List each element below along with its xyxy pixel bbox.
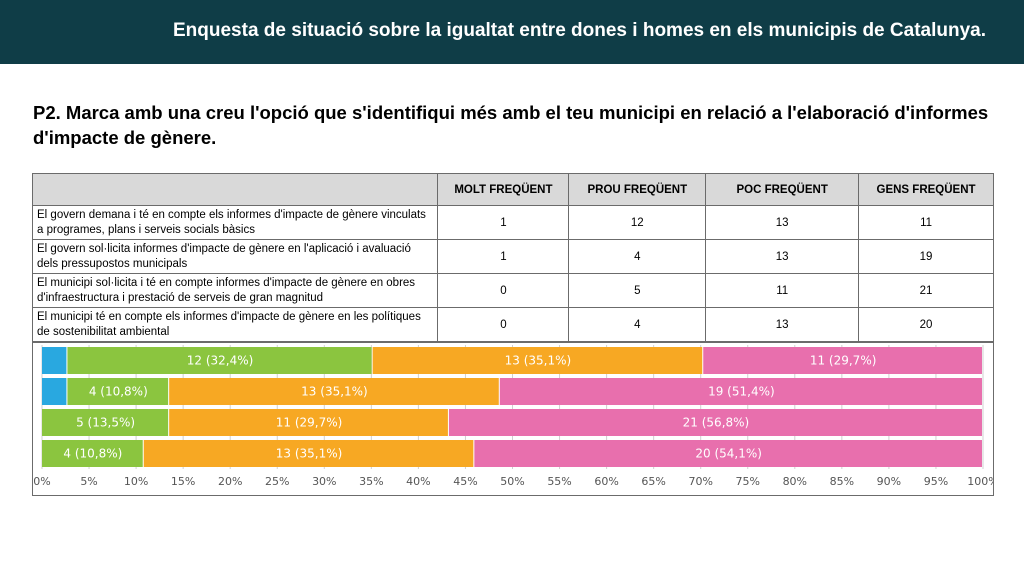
- x-tick-label: 65%: [641, 475, 665, 488]
- stacked-bar-chart: 12 (32,4%) 13 (35,1%) 11 (29,7%) 4 (10,8%) 1…: [32, 342, 994, 496]
- data-label: 12 (32,4%): [187, 354, 254, 368]
- table-row: El govern sol·licita informes d'impacte …: [31, 239, 994, 274]
- bar-segment: [42, 409, 169, 436]
- x-tick-label: 90%: [877, 475, 901, 488]
- data-label: 13 (35,1%): [301, 385, 368, 399]
- table-cell: 20: [858, 307, 994, 342]
- bar-segment: [42, 440, 143, 467]
- table-cell: 19: [858, 239, 994, 274]
- x-tick-label: 70%: [688, 475, 712, 488]
- table-row: El municipi té en compte els informes d'…: [31, 307, 994, 342]
- table-header-row: MOLT FREQÜENT PROU FREQÜENT POC FREQÜENT…: [31, 173, 994, 206]
- row-label: El govern demana i té en compte els info…: [31, 205, 439, 240]
- x-tick-label: 50%: [500, 475, 524, 488]
- data-label: 11 (29,7%): [810, 354, 877, 368]
- x-tick-label: 0%: [33, 475, 50, 488]
- x-tick-label: 95%: [924, 475, 948, 488]
- data-label: 20 (54,1%): [695, 447, 762, 461]
- x-tick-label: 40%: [406, 475, 430, 488]
- table-corner-cell: [31, 173, 439, 206]
- table-row: El govern demana i té en compte els info…: [31, 205, 994, 240]
- data-label: 5 (13,5%): [76, 416, 135, 430]
- bar-segment: [169, 409, 448, 436]
- x-tick-label: 55%: [547, 475, 571, 488]
- table-cell: 13: [705, 205, 860, 240]
- bar-segment: [42, 378, 67, 405]
- table-cell: 13: [705, 239, 860, 274]
- x-tick-label: 60%: [594, 475, 618, 488]
- column-header: GENS FREQÜENT: [858, 173, 994, 206]
- page-title: Enquesta de situació sobre la igualtat e…: [173, 20, 986, 41]
- data-label: 4 (10,8%): [63, 447, 122, 461]
- data-label: 4 (10,8%): [89, 385, 148, 399]
- table-cell: 0: [437, 273, 570, 308]
- x-tick-label: 75%: [736, 475, 760, 488]
- bar-segment: [448, 409, 982, 436]
- row-label: El municipi té en compte els informes d'…: [31, 307, 439, 342]
- bar-segment: [474, 440, 982, 467]
- x-tick-label: 80%: [783, 475, 807, 488]
- chart-canvas: 12 (32,4%) 13 (35,1%) 11 (29,7%) 4 (10,8%) 1…: [33, 345, 993, 488]
- data-label: 13 (35,1%): [505, 354, 572, 368]
- results-table: MOLT FREQÜENT PROU FREQÜENT POC FREQÜENT…: [31, 173, 994, 342]
- x-tick-label: 25%: [265, 475, 289, 488]
- data-label: 21 (56,8%): [683, 416, 750, 430]
- column-header: POC FREQÜENT: [705, 173, 860, 206]
- row-label: El municipi sol·licita i té en compte in…: [31, 273, 439, 308]
- x-tick-label: 15%: [171, 475, 195, 488]
- table-cell: 21: [858, 273, 994, 308]
- bar-segment: [42, 347, 67, 374]
- data-label: 19 (51,4%): [708, 385, 775, 399]
- table-cell: 11: [705, 273, 860, 308]
- x-tick-label: 30%: [312, 475, 336, 488]
- header-bar: Enquesta de situació sobre la igualtat e…: [0, 0, 1024, 64]
- data-label: 13 (35,1%): [276, 447, 343, 461]
- x-tick-label: 85%: [830, 475, 854, 488]
- data-label: 11 (29,7%): [276, 416, 343, 430]
- table-cell: 13: [705, 307, 860, 342]
- table-row: El municipi sol·licita i té en compte in…: [31, 273, 994, 308]
- table-cell: 1: [437, 239, 570, 274]
- x-tick-label: 100%: [967, 475, 993, 488]
- table-cell: 4: [568, 239, 707, 274]
- x-tick-label: 10%: [124, 475, 148, 488]
- bar-segment: [372, 347, 703, 374]
- table-cell: 0: [437, 307, 570, 342]
- bar-segment: [143, 440, 474, 467]
- x-tick-label: 35%: [359, 475, 383, 488]
- table-cell: 4: [568, 307, 707, 342]
- table-cell: 1: [437, 205, 570, 240]
- bar-segment: [67, 347, 372, 374]
- bar-segment: [67, 378, 169, 405]
- bar-segment: [169, 378, 499, 405]
- table-cell: 12: [568, 205, 707, 240]
- column-header: MOLT FREQÜENT: [437, 173, 570, 206]
- table-cell: 11: [858, 205, 994, 240]
- row-label: El govern sol·licita informes d'impacte …: [31, 239, 439, 274]
- table-cell: 5: [568, 273, 707, 308]
- bar-segment: [703, 347, 982, 374]
- bar-segment: [499, 378, 982, 405]
- question-text: P2. Marca amb una creu l'opció que s'ide…: [33, 102, 989, 148]
- column-header: PROU FREQÜENT: [568, 173, 707, 206]
- x-tick-label: 5%: [80, 475, 97, 488]
- x-tick-label: 45%: [453, 475, 477, 488]
- x-tick-label: 20%: [218, 475, 242, 488]
